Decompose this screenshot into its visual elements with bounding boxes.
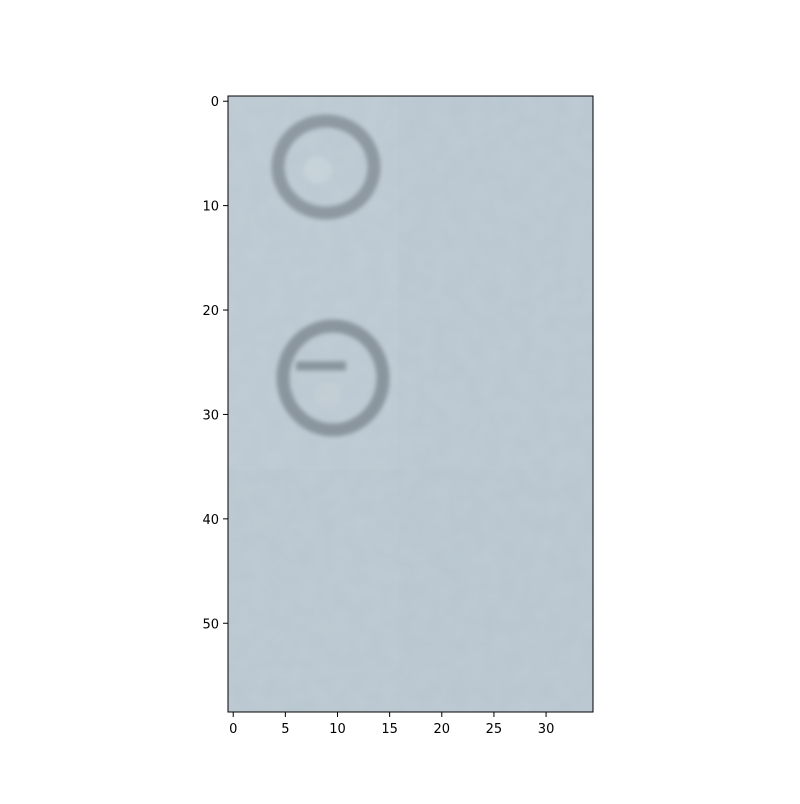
y-tick-label: 20 <box>202 304 219 319</box>
image-content <box>228 96 593 712</box>
x-tick-label: 10 <box>329 722 346 737</box>
y-tick-label: 0 <box>211 95 219 110</box>
y-tick-label: 30 <box>202 408 219 423</box>
x-tick-label: 15 <box>381 722 398 737</box>
upper-ring-mark <box>271 114 381 220</box>
x-tick-label: 0 <box>229 722 237 737</box>
lower-ring-mark <box>276 319 390 437</box>
x-tick-label: 25 <box>486 722 503 737</box>
y-axis: 0 10 20 30 40 50 <box>202 95 228 632</box>
x-tick-label: 20 <box>434 722 451 737</box>
x-tick-label: 30 <box>538 722 555 737</box>
y-tick-label: 10 <box>202 200 219 215</box>
y-tick-label: 50 <box>202 617 219 632</box>
y-tick-label: 40 <box>202 513 219 528</box>
x-axis: 0 5 10 15 20 25 30 <box>229 712 554 737</box>
x-tick-label: 5 <box>281 722 289 737</box>
axes-frame <box>227 95 594 713</box>
